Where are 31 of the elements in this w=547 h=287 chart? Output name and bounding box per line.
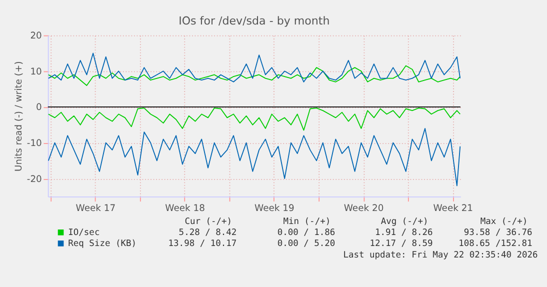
legend-label: IO/sec xyxy=(68,228,100,238)
line-series xyxy=(48,128,461,186)
y-tick-label: 20 xyxy=(30,30,42,42)
text: Last update: Fri May 22 02:35:40 2026 xyxy=(343,250,538,260)
text: 12.17 / 8.59 xyxy=(370,239,433,250)
chart-title: IOs for /dev/sda - by month xyxy=(178,14,330,28)
x-tick-label: Week 21 xyxy=(433,202,474,214)
line-series xyxy=(48,65,461,86)
x-tick-label: Week 18 xyxy=(165,202,206,214)
y-tick-label: 10 xyxy=(30,66,42,78)
text: Min (-/+) xyxy=(283,217,331,228)
text: 108.65 /152.81 xyxy=(458,239,532,250)
x-tick-label: Week 17 xyxy=(76,202,116,214)
y-tick-label: -10 xyxy=(26,138,42,149)
y-axis-title: Units read (-) / write (+) xyxy=(13,61,24,172)
text: Avg (-/+) xyxy=(380,217,428,228)
text: Max (-/+) xyxy=(480,217,528,228)
text: 5.28 / 8.42 xyxy=(178,228,237,238)
legend-label: Req Size (KB) xyxy=(68,239,137,250)
y-tick-label: -20 xyxy=(26,174,42,185)
text: 0.00 / 1.86 xyxy=(277,228,336,238)
text: 1.91 / 8.26 xyxy=(374,228,433,238)
line-series xyxy=(48,108,461,131)
y-tick-label: 0 xyxy=(36,102,42,114)
text: 93.58 / 36.76 xyxy=(464,228,532,238)
text: Cur (-/+) xyxy=(184,217,232,228)
text: 0.00 / 5.20 xyxy=(277,239,336,250)
x-tick-label: Week 20 xyxy=(344,202,384,214)
line-series xyxy=(48,52,461,82)
x-tick-label: Week 19 xyxy=(254,202,294,214)
text: 13.98 / 10.17 xyxy=(168,239,237,250)
